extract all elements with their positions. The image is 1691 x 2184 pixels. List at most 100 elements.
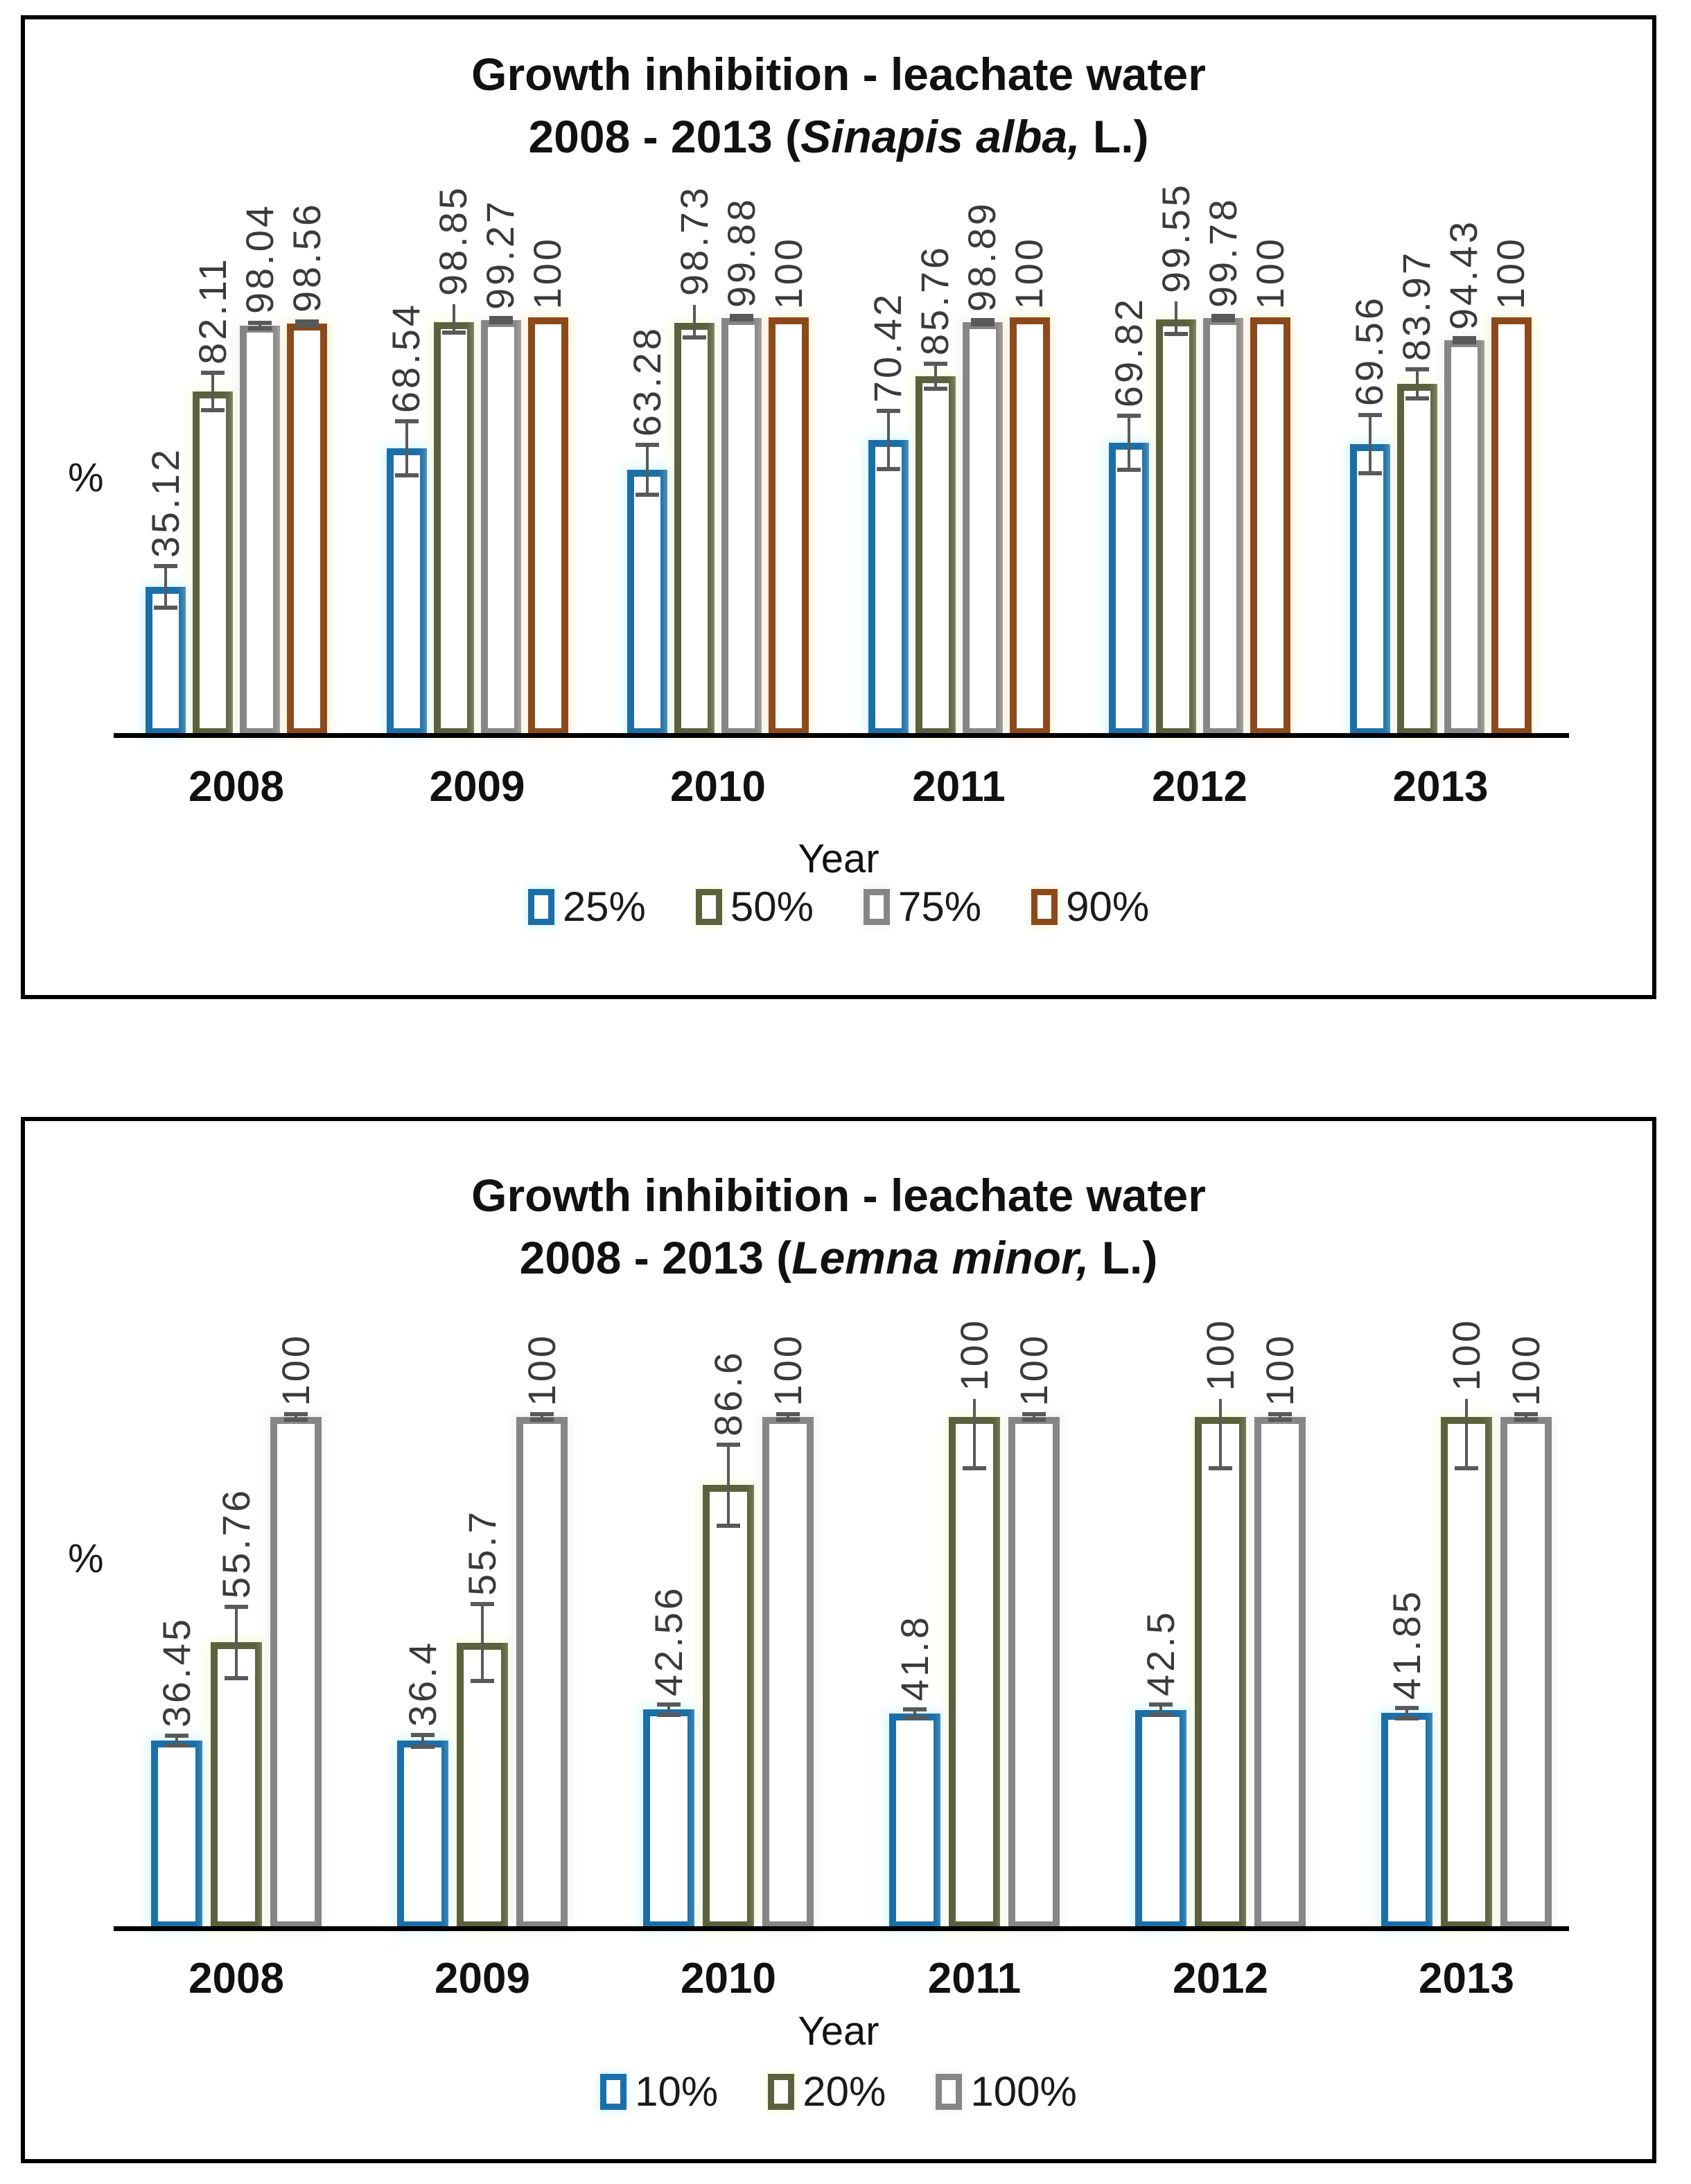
x-tick-label: 2013	[1392, 763, 1489, 811]
bar-90%-2011	[1009, 317, 1050, 735]
bar-20%-2010	[703, 1485, 754, 1928]
legend-label: 50%	[730, 883, 814, 930]
bar-50%-2010	[674, 322, 715, 735]
title-suffix: L.)	[1089, 1232, 1158, 1283]
error-bar-top-cap	[1452, 336, 1476, 341]
bar-25%-2013	[1349, 443, 1390, 735]
bar-value-text: 36.45	[154, 1616, 198, 1727]
y-axis-label: %	[68, 1536, 104, 1581]
error-bar	[481, 1604, 484, 1681]
error-bar	[1128, 416, 1130, 470]
title-years: 2008 - 2013 (	[519, 1232, 792, 1283]
legend: 25% 50% 75% 90%	[25, 883, 1652, 931]
error-bar	[259, 322, 261, 328]
bar-value-text: 36.4	[400, 1639, 444, 1727]
error-bar-top-cap	[411, 1732, 435, 1737]
x-tick-label: 2010	[681, 1955, 776, 2002]
error-bar-top-cap	[1405, 367, 1429, 372]
bar-value-text: 99.55	[1153, 182, 1198, 293]
bar-value-text: 100	[952, 1317, 996, 1391]
error-bar-top-cap	[225, 1604, 248, 1609]
legend-item: 10%	[600, 2068, 718, 2115]
bar-20%-2008	[211, 1642, 262, 1928]
x-tick-label: 2009	[435, 1955, 530, 2002]
legend-item: 75%	[864, 883, 981, 931]
bar-100%-2010	[762, 1417, 814, 1928]
legend-label: 75%	[898, 883, 982, 930]
error-bar-bottom-cap	[776, 1417, 800, 1422]
chart-title-line2: 2008 - 2013 (Lemna minor, L.)	[25, 1226, 1652, 1289]
error-bar-top-cap	[657, 1702, 681, 1707]
error-bar-top-cap	[970, 317, 995, 322]
error-bar-bottom-cap	[1164, 331, 1188, 336]
bar-value-text: 98.73	[672, 185, 716, 297]
x-axis-title: Year	[798, 2009, 879, 2054]
bar-20%-2012	[1195, 1417, 1246, 1928]
bar-75%-2008	[240, 325, 280, 735]
error-bar-top-cap	[201, 371, 225, 376]
error-bar-bottom-cap	[165, 1743, 189, 1748]
title-years: 2008 - 2013 (	[528, 111, 801, 162]
error-bar	[693, 304, 696, 337]
error-bar-bottom-cap	[1455, 1465, 1478, 1470]
bar-value-text: 98.04	[237, 203, 281, 315]
x-tick-label: 2008	[189, 1955, 284, 2002]
legend-item: 25%	[527, 883, 646, 931]
title-species-name: Lemna minor,	[791, 1232, 1089, 1283]
bar-value-text: 35.12	[143, 447, 187, 558]
bar-value-text: 100	[766, 236, 810, 309]
error-bar	[934, 364, 937, 389]
error-bar	[667, 1704, 670, 1715]
bar-25%-2008	[146, 587, 186, 735]
error-bar	[421, 1734, 424, 1747]
legend-label: 20%	[803, 2068, 886, 2115]
bar-value-text: 69.82	[1106, 296, 1150, 408]
bar-value-text: 100	[519, 1332, 563, 1407]
error-bar-bottom-cap	[963, 1465, 986, 1470]
bar-75%-2011	[962, 322, 1003, 735]
error-bar-bottom-cap	[154, 606, 177, 610]
bar-value-text: 69.56	[1347, 295, 1392, 407]
bar-value-text: 100	[1007, 236, 1051, 309]
error-bar	[973, 1399, 976, 1468]
error-bar-bottom-cap	[295, 323, 319, 328]
bar-50%-2011	[915, 376, 956, 735]
error-bar-bottom-cap	[1149, 1712, 1173, 1717]
error-bar-bottom-cap	[876, 467, 900, 472]
bar-100%-2012	[1254, 1417, 1306, 1928]
bar-value-text: 99.78	[1200, 197, 1245, 308]
error-bar-top-cap	[154, 564, 177, 569]
bar-20%-2009	[457, 1642, 508, 1928]
bar-10%-2010	[643, 1709, 694, 1928]
error-bar-bottom-cap	[903, 1715, 927, 1720]
bar-value-text: 41.8	[892, 1614, 936, 1701]
bar-value-text: 42.56	[646, 1585, 690, 1696]
bar-90%-2013	[1491, 317, 1532, 735]
error-bar-bottom-cap	[1209, 1465, 1232, 1470]
error-bar-bottom-cap	[1452, 340, 1476, 345]
error-bar-top-cap	[876, 409, 900, 414]
error-bar	[886, 411, 890, 470]
bar-10%-2011	[889, 1713, 940, 1928]
error-bar	[405, 421, 408, 475]
chart-title: Growth inhibition - leachate water 2008 …	[25, 1164, 1652, 1289]
error-bar-top-cap	[284, 1412, 308, 1417]
bar-50%-2008	[193, 391, 233, 735]
error-bar	[1405, 1708, 1408, 1718]
error-bar-top-cap	[776, 1412, 800, 1417]
x-tick-label: 2009	[429, 763, 525, 811]
bar-value-text: 68.54	[384, 301, 428, 413]
legend-item: 90%	[1031, 883, 1149, 931]
error-bar-top-cap	[636, 443, 659, 448]
legend-marker	[936, 2073, 963, 2110]
bar-25%-2010	[627, 470, 667, 735]
error-bar-bottom-cap	[441, 330, 466, 335]
error-bar	[1415, 369, 1419, 399]
bar-value-text: 98.56	[284, 202, 328, 313]
error-bar-top-cap	[717, 1442, 740, 1447]
title-species-name: Sinapis alba,	[800, 111, 1080, 162]
error-bar-top-cap	[489, 316, 513, 321]
error-bar	[727, 1444, 730, 1526]
error-bar-bottom-cap	[657, 1712, 681, 1717]
chart-title-line1: Growth inhibition - leachate water	[471, 1170, 1206, 1221]
